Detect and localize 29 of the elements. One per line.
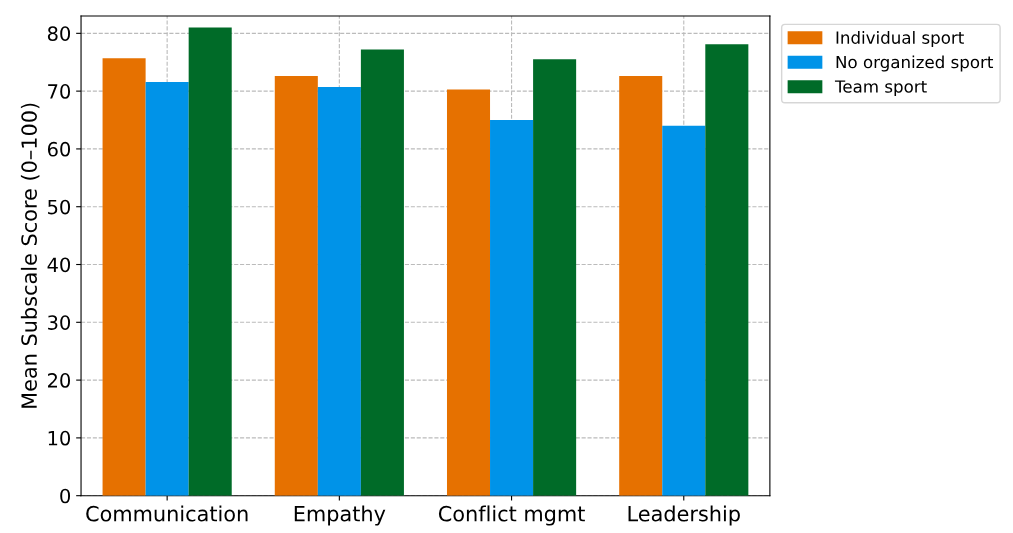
x-tick-label: Leadership <box>628 505 740 526</box>
bar <box>490 120 534 496</box>
bar <box>188 27 232 496</box>
bar <box>102 58 146 496</box>
y-tick-label: 80 <box>47 26 71 41</box>
y-tick-label: 60 <box>47 141 71 157</box>
bar <box>317 87 361 496</box>
y-tick-label: 10 <box>48 430 71 446</box>
y-tick-label: 70 <box>48 84 71 99</box>
bar <box>705 44 749 496</box>
y-tick-label: 0 <box>60 488 71 504</box>
legend-label: Team sport <box>834 80 927 97</box>
bar <box>619 76 663 496</box>
x-tick-label: Conflict mgmt <box>438 505 585 526</box>
bar <box>533 59 577 496</box>
y-axis-title: Mean Subscale Score (0–100) <box>20 103 40 408</box>
bar <box>446 89 491 496</box>
legend-label: Individual sport <box>836 30 964 48</box>
bar <box>274 76 318 496</box>
y-tick-label: 20 <box>48 373 71 388</box>
x-tick-label: Empathy <box>294 505 386 526</box>
bar <box>662 125 706 496</box>
legend-label: No organized sport <box>836 55 994 72</box>
bar <box>360 49 404 496</box>
bar <box>145 81 189 496</box>
x-tick-label: Communication <box>86 505 248 522</box>
y-tick-label: 50 <box>48 199 71 215</box>
y-tick-label: 40 <box>47 257 71 273</box>
y-tick-label: 30 <box>48 315 71 330</box>
